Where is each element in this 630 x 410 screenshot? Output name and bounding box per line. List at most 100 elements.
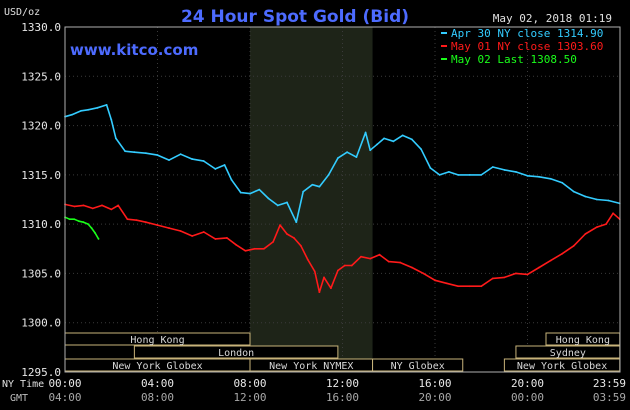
data-point bbox=[330, 287, 332, 290]
data-point bbox=[156, 154, 159, 157]
x-tick-label-gmt: 20:00 bbox=[418, 391, 451, 404]
plot-frame bbox=[64, 26, 621, 373]
data-point bbox=[253, 247, 256, 250]
legend-entry: May 02 Last 1308.50 bbox=[451, 53, 577, 66]
x-tick-label-gmt: 12:00 bbox=[233, 391, 266, 404]
data-point bbox=[110, 208, 113, 211]
data-point bbox=[145, 152, 147, 155]
data-point bbox=[323, 276, 325, 279]
data-point bbox=[538, 175, 540, 178]
x-axis-label-ny: NY Time bbox=[2, 379, 44, 390]
highlight-region bbox=[250, 27, 373, 372]
session-label: Sydney bbox=[550, 348, 586, 359]
data-point bbox=[267, 197, 270, 200]
data-point bbox=[179, 153, 182, 156]
x-tick-label-gmt: 08:00 bbox=[141, 391, 174, 404]
data-point bbox=[87, 108, 90, 111]
data-point bbox=[378, 253, 381, 256]
session-label: Hong Kong bbox=[556, 335, 610, 346]
data-point bbox=[364, 131, 367, 134]
data-point bbox=[313, 270, 316, 273]
session-label: New York NYMEX bbox=[269, 361, 353, 372]
data-point bbox=[434, 279, 436, 282]
data-point bbox=[258, 188, 261, 191]
data-point bbox=[214, 168, 217, 170]
data-point bbox=[311, 183, 314, 186]
data-point bbox=[299, 244, 302, 247]
data-point bbox=[584, 195, 587, 198]
x-tick-label-ny: 12:00 bbox=[326, 377, 359, 390]
legend-entry: May 01 NY close 1303.60 bbox=[451, 40, 603, 53]
data-point bbox=[276, 204, 279, 207]
x-axis-label-gmt: GMT bbox=[10, 393, 28, 404]
data-point bbox=[249, 192, 251, 195]
data-point bbox=[457, 285, 460, 288]
y-tick-label: 1315.0 bbox=[21, 169, 61, 182]
data-point bbox=[87, 223, 90, 226]
data-point bbox=[168, 159, 170, 161]
data-point bbox=[202, 231, 205, 233]
data-point bbox=[526, 273, 529, 276]
data-point bbox=[605, 223, 608, 226]
data-point bbox=[538, 266, 540, 269]
session-label: New York Globex bbox=[517, 361, 607, 372]
session-label: Hong Kong bbox=[130, 335, 184, 346]
data-point bbox=[595, 198, 598, 201]
data-point bbox=[214, 238, 217, 240]
data-point bbox=[306, 258, 309, 261]
data-point bbox=[420, 148, 423, 151]
data-point bbox=[239, 191, 242, 194]
data-point bbox=[168, 227, 170, 229]
data-point bbox=[73, 218, 76, 221]
session-label: London bbox=[218, 348, 254, 359]
data-point bbox=[133, 151, 136, 154]
session-label: New York Globex bbox=[112, 361, 202, 372]
x-tick-label-gmt: 03:59 bbox=[593, 391, 626, 404]
data-point bbox=[114, 137, 117, 140]
session-label: NY Globex bbox=[391, 361, 445, 372]
data-point bbox=[230, 178, 233, 181]
legend-entry: Apr 30 NY close 1314.90 bbox=[451, 27, 603, 40]
y-tick-label: 1295.0 bbox=[21, 366, 61, 379]
data-point bbox=[223, 164, 226, 166]
x-tick-label-ny: 20:00 bbox=[511, 377, 544, 390]
data-point bbox=[96, 106, 99, 109]
website-label[interactable]: www.kitco.com bbox=[70, 41, 198, 59]
data-point bbox=[503, 169, 506, 171]
data-point bbox=[318, 185, 321, 188]
data-point bbox=[572, 190, 575, 193]
data-point bbox=[468, 173, 471, 176]
data-point bbox=[279, 224, 281, 227]
data-point bbox=[286, 233, 288, 235]
data-point bbox=[350, 264, 353, 267]
data-point bbox=[336, 157, 339, 160]
data-point bbox=[612, 212, 614, 215]
data-point bbox=[392, 140, 395, 143]
data-point bbox=[584, 233, 587, 235]
data-point bbox=[607, 199, 610, 202]
data-point bbox=[126, 218, 129, 221]
data-point bbox=[90, 227, 93, 229]
data-point bbox=[101, 204, 103, 207]
y-tick-label: 1325.0 bbox=[21, 70, 61, 83]
data-point bbox=[73, 205, 76, 208]
session-box bbox=[372, 358, 464, 372]
datetime-label: May 02, 2018 01:19 bbox=[493, 12, 612, 25]
data-point bbox=[445, 282, 448, 285]
session-box bbox=[133, 345, 339, 359]
data-point bbox=[262, 247, 265, 250]
data-point bbox=[71, 113, 73, 116]
data-point bbox=[561, 252, 564, 255]
data-point bbox=[91, 207, 94, 210]
x-tick-label-ny: 04:00 bbox=[141, 377, 174, 390]
data-point bbox=[77, 220, 80, 223]
y-tick-label: 1300.0 bbox=[21, 317, 61, 330]
x-tick-label-ny: 23:59 bbox=[593, 377, 626, 390]
data-point bbox=[191, 158, 194, 160]
data-point bbox=[480, 285, 483, 288]
data-point bbox=[468, 285, 471, 288]
data-point bbox=[135, 219, 138, 222]
data-point bbox=[82, 204, 85, 207]
x-tick-label-gmt: 16:00 bbox=[326, 391, 359, 404]
